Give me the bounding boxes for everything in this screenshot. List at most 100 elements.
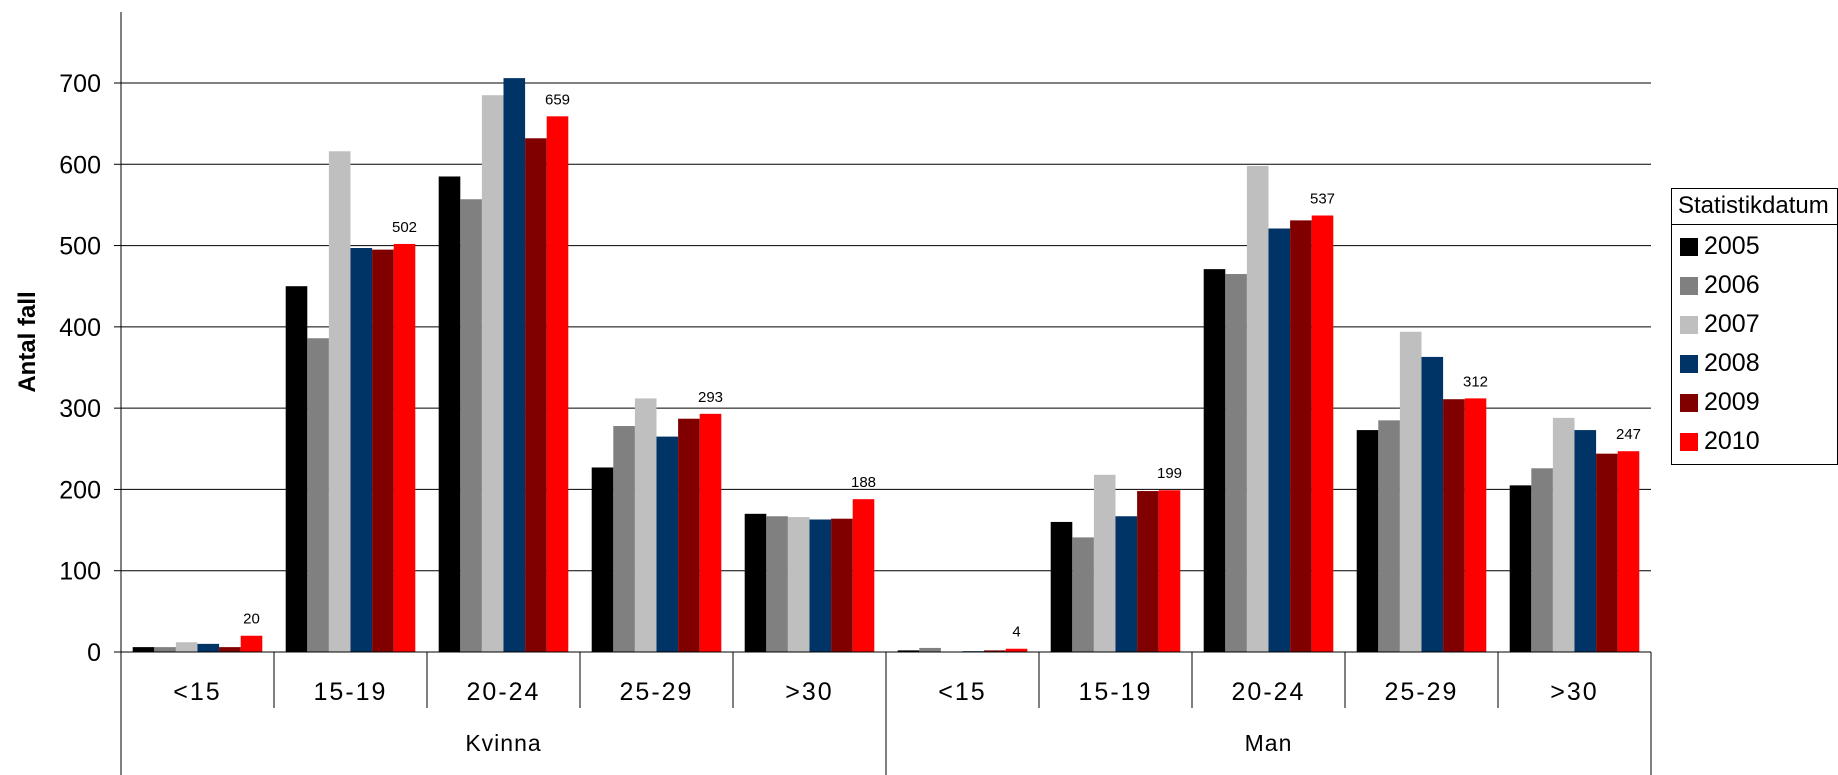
bar-2007 — [634, 398, 657, 652]
y-tick-label: 200 — [59, 476, 101, 504]
legend-swatch — [1680, 393, 1698, 412]
bar-2008 — [1115, 516, 1138, 652]
data-label: 312 — [1463, 373, 1488, 390]
data-label: 293 — [698, 389, 723, 406]
bar-2006 — [1072, 537, 1094, 652]
y-tick-label: 600 — [59, 151, 101, 179]
group-label: Kvinna — [465, 730, 541, 756]
data-label: 502 — [392, 219, 417, 236]
legend-label: 2005 — [1704, 232, 1760, 260]
bar-2006 — [613, 426, 635, 652]
bar-2005 — [744, 513, 767, 652]
legend-item: 2007 — [1680, 305, 1837, 344]
legend-item: 2009 — [1680, 383, 1837, 422]
bar-2009 — [1443, 399, 1465, 652]
bar-2007 — [1246, 165, 1269, 652]
data-label: 20 — [243, 611, 260, 628]
bar-2006 — [1531, 468, 1553, 652]
bar-2010 — [852, 499, 875, 652]
data-label: 659 — [545, 91, 570, 108]
legend-label: 2008 — [1704, 349, 1760, 377]
y-tick-label: 100 — [59, 558, 101, 586]
bar-2010 — [699, 413, 722, 652]
bar-2007 — [787, 517, 810, 652]
legend-swatch — [1680, 432, 1698, 451]
bar-2008 — [656, 436, 679, 652]
bar-2007 — [1552, 417, 1575, 652]
bar-2005 — [1203, 269, 1226, 652]
legend-swatch — [1680, 276, 1698, 295]
bar-2008 — [503, 78, 526, 652]
bar-2009 — [372, 249, 394, 652]
y-tick-label: 300 — [59, 395, 101, 423]
bar-2009 — [831, 518, 853, 652]
legend-items: 2005 2006 2007 2008 2009 2010 — [1672, 225, 1837, 464]
category-label: >30 — [1550, 678, 1598, 706]
bar-2005 — [1356, 430, 1379, 652]
legend-label: 2006 — [1704, 271, 1760, 299]
bar-2006 — [154, 647, 176, 652]
category-label: <15 — [173, 678, 221, 706]
bar-2008 — [1574, 430, 1597, 652]
y-tick-label: 500 — [59, 233, 101, 261]
bar-2009 — [1290, 220, 1312, 652]
bar-2007 — [175, 642, 198, 652]
bar-2008 — [1268, 228, 1291, 652]
bar-2005 — [1509, 485, 1532, 652]
bar-2007 — [481, 95, 504, 652]
bar-2007 — [328, 151, 351, 652]
bar-2009 — [678, 418, 700, 652]
legend-swatch — [1680, 237, 1698, 256]
bar-2005 — [591, 467, 614, 652]
legend-label: 2009 — [1704, 388, 1760, 416]
bar-2009 — [525, 138, 547, 652]
bar-2005 — [285, 286, 308, 652]
bar-2006 — [460, 199, 482, 652]
bar-2010 — [393, 243, 416, 652]
bar-2007 — [1093, 474, 1116, 652]
bar-2006 — [1378, 420, 1400, 652]
legend: Statistikdatum 2005 2006 2007 2008 2009 2010 — [1671, 188, 1838, 465]
bar-2010 — [1005, 648, 1028, 652]
bar-2009 — [984, 650, 1006, 652]
category-label: 15-19 — [1079, 678, 1153, 706]
category-label: >30 — [785, 678, 833, 706]
bar-2008 — [1421, 356, 1444, 652]
legend-swatch — [1680, 354, 1698, 373]
bar-2005 — [1050, 521, 1073, 652]
bar-2006 — [1225, 274, 1247, 652]
bar-2008 — [350, 248, 373, 652]
y-axis-title: Antal fall — [14, 291, 41, 392]
y-tick-label: 0 — [87, 639, 101, 667]
bar-2005 — [438, 176, 461, 652]
bar-2006 — [919, 647, 941, 652]
bar-2008 — [809, 519, 832, 652]
legend-item: 2005 — [1680, 227, 1837, 266]
legend-label: 2010 — [1704, 427, 1760, 455]
y-tick-label: 700 — [59, 70, 101, 98]
bar-2005 — [897, 650, 920, 652]
data-label: 537 — [1310, 190, 1335, 207]
bar-2008 — [197, 643, 220, 652]
bar-2010 — [1158, 490, 1181, 652]
data-label: 199 — [1157, 465, 1182, 482]
category-label: 25-29 — [1385, 678, 1459, 706]
bar-2009 — [1137, 491, 1159, 652]
bar-2006 — [307, 338, 329, 652]
data-label: 247 — [1616, 426, 1641, 443]
category-label: 25-29 — [620, 678, 694, 706]
bar-2005 — [132, 647, 155, 652]
data-label: 4 — [1012, 624, 1020, 641]
data-label: 188 — [851, 474, 876, 491]
y-tick-label: 400 — [59, 314, 101, 342]
bar-2010 — [1617, 451, 1640, 652]
bar-2009 — [1596, 453, 1618, 652]
category-label: <15 — [938, 678, 986, 706]
legend-item: 2010 — [1680, 422, 1837, 461]
bar-2010 — [546, 116, 569, 652]
bar-2010 — [240, 635, 263, 652]
legend-label: 2007 — [1704, 310, 1760, 338]
category-label: 20-24 — [1232, 678, 1306, 706]
group-label: Man — [1245, 730, 1293, 756]
